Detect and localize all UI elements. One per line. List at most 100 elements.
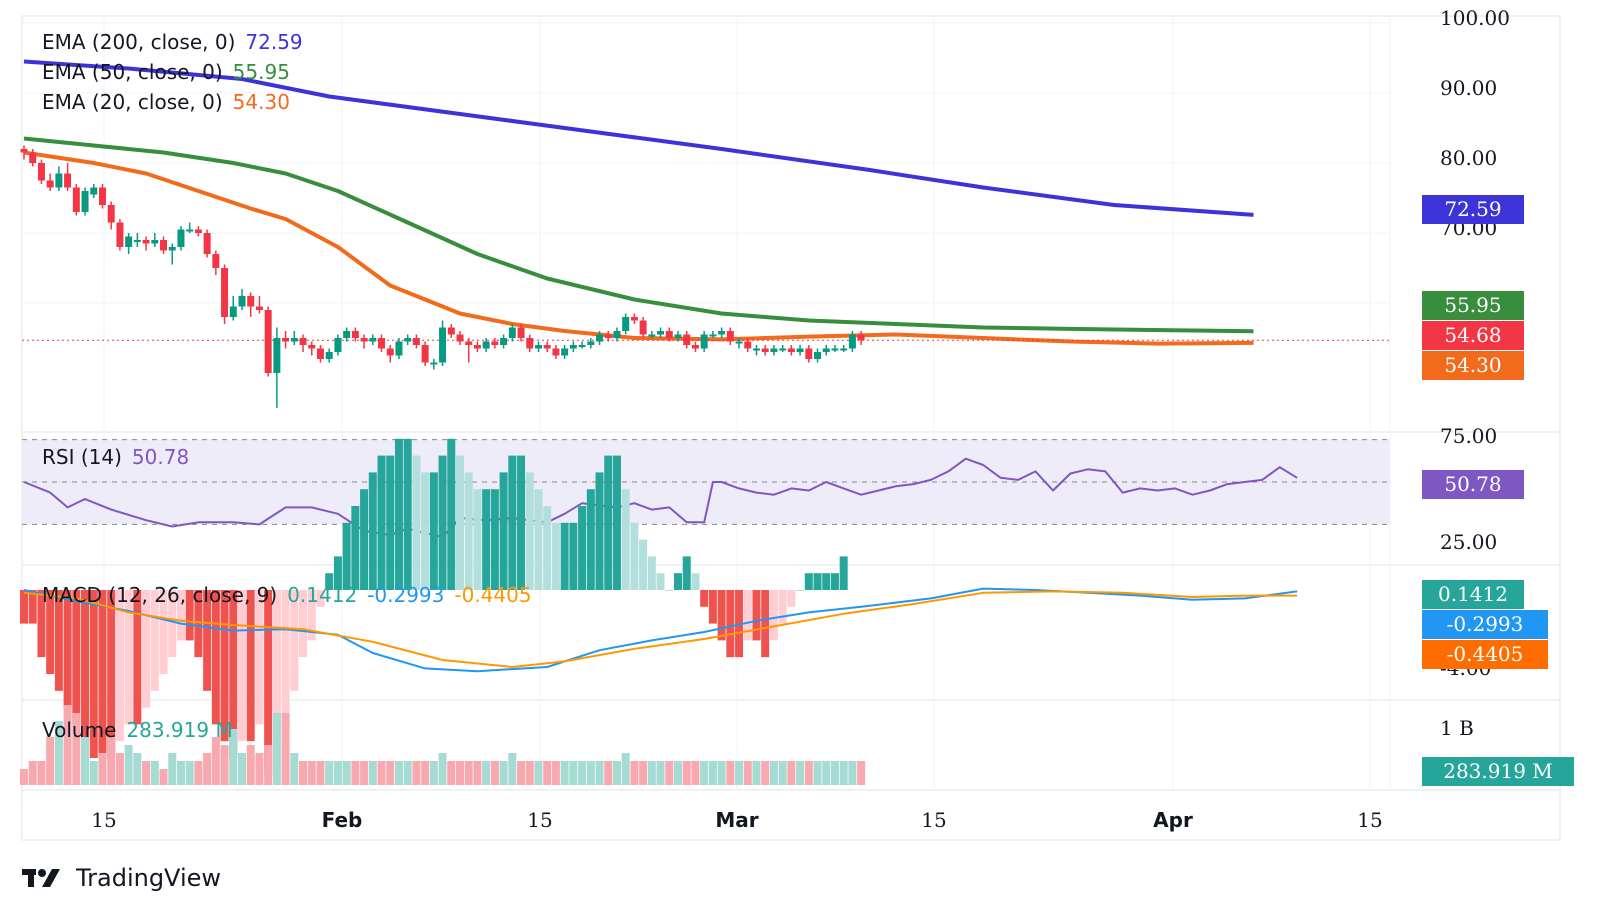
candle-body — [255, 306, 263, 310]
volume-bar — [647, 761, 656, 785]
volume-bar — [246, 745, 255, 785]
candle-body — [290, 338, 298, 342]
macd-histogram-bar — [517, 455, 526, 590]
macd-histogram-bar — [203, 590, 212, 691]
time-tick-feb15: 15 — [527, 808, 553, 832]
ema50-line — [23, 136, 1254, 334]
volume-bar — [185, 761, 194, 785]
candle-body — [247, 296, 255, 307]
candle-body — [378, 338, 386, 349]
macd-histogram-bar — [839, 556, 848, 590]
macd-histogram-bar — [796, 590, 805, 591]
macd-histogram-bar — [81, 590, 90, 742]
macd-histogram-bar — [333, 556, 342, 590]
macd-histogram-bar — [194, 590, 203, 658]
macd-histogram-bar — [421, 472, 430, 590]
candle-body — [212, 254, 220, 268]
macd-histogram-bar — [473, 489, 482, 590]
volume-bar — [264, 745, 273, 785]
candle-body — [691, 345, 699, 349]
macd-histogram-bar — [238, 590, 246, 742]
volume-badge: 283.919 M — [1422, 757, 1574, 786]
macd-histogram-bar — [743, 590, 752, 641]
candle-body — [72, 187, 80, 212]
volume-value: 283.919 M — [126, 718, 233, 742]
candle-body — [814, 352, 822, 359]
macd-histogram-bar — [351, 506, 360, 590]
candle-body — [770, 348, 778, 352]
volume-bar — [342, 761, 351, 785]
macd-histogram-bar — [691, 573, 700, 590]
candle-body — [308, 345, 316, 349]
macd-histogram-bar — [630, 522, 639, 590]
macd-histogram-bar — [28, 590, 37, 624]
macd-histogram-bar — [482, 489, 491, 590]
candle-body — [81, 191, 89, 212]
macd-signal-value: -0.2993 — [367, 583, 445, 607]
macd-histogram-bar — [386, 455, 395, 590]
volume-bar — [351, 761, 360, 785]
candle-body — [639, 320, 647, 335]
volume-bar — [456, 761, 464, 785]
volume-bar — [421, 761, 430, 785]
volume-bar — [595, 761, 604, 785]
macd-histogram-bar — [307, 590, 316, 641]
candle-body — [46, 180, 54, 188]
macd-histogram-bar — [133, 590, 142, 725]
volume-bar — [229, 729, 238, 785]
candle-body — [822, 348, 830, 352]
macd-histogram-bar — [211, 590, 220, 725]
volume-bar — [560, 761, 569, 785]
brand-name: TradingView — [76, 864, 222, 892]
volume-bar — [508, 753, 517, 785]
candle-body — [273, 338, 281, 373]
time-tick-apr: Apr — [1153, 808, 1193, 832]
candle-body — [177, 229, 185, 247]
candle-body — [343, 331, 351, 338]
macd-hist-badge: -0.4405 — [1422, 640, 1548, 669]
macd-histogram-bar — [142, 590, 151, 708]
volume-bar — [211, 737, 220, 785]
volume-bar — [482, 761, 491, 785]
volume-bar — [490, 761, 499, 785]
volume-bar — [307, 761, 316, 785]
volume-bar — [499, 761, 508, 785]
volume-bar — [612, 761, 621, 785]
volume-bar — [656, 761, 665, 785]
time-tick-apr15: 15 — [1357, 808, 1383, 832]
rsi-value: 50.78 — [131, 445, 190, 469]
macd-histogram-bar — [159, 590, 168, 674]
macd-histogram-bar — [290, 590, 299, 691]
volume-bar — [159, 769, 168, 785]
volume-bar — [220, 745, 229, 785]
candle-body — [160, 240, 168, 251]
macd-histogram-bar — [299, 590, 308, 658]
volume-bar — [639, 761, 648, 785]
volume-bar — [20, 769, 28, 785]
macd-histogram-bar — [578, 506, 587, 590]
volume-bar — [133, 753, 142, 785]
candle-body — [360, 338, 368, 342]
volume-bar — [708, 761, 717, 785]
macd-histogram-bar — [830, 573, 839, 590]
volume-bar — [272, 713, 281, 785]
macd-value: 0.1412 — [287, 583, 358, 607]
macd-histogram-bar — [429, 472, 438, 590]
candle-body — [569, 345, 577, 349]
candle-body — [238, 296, 246, 307]
price-tick-100: 100.00 — [1440, 6, 1510, 30]
volume-bar — [54, 721, 63, 785]
volume-bar — [81, 737, 90, 785]
candle-body — [848, 334, 856, 349]
volume-bar — [804, 761, 813, 785]
candle-body — [491, 341, 499, 345]
tradingview-logo-icon — [22, 869, 60, 887]
candle-body — [412, 338, 420, 345]
macd-histogram-bar — [717, 590, 726, 641]
time-tick-feb: Feb — [321, 808, 363, 832]
candle-body — [194, 229, 202, 233]
volume-bar — [822, 761, 831, 785]
candle-body — [622, 317, 630, 331]
candle-body — [744, 341, 752, 349]
volume-bar — [255, 753, 264, 785]
